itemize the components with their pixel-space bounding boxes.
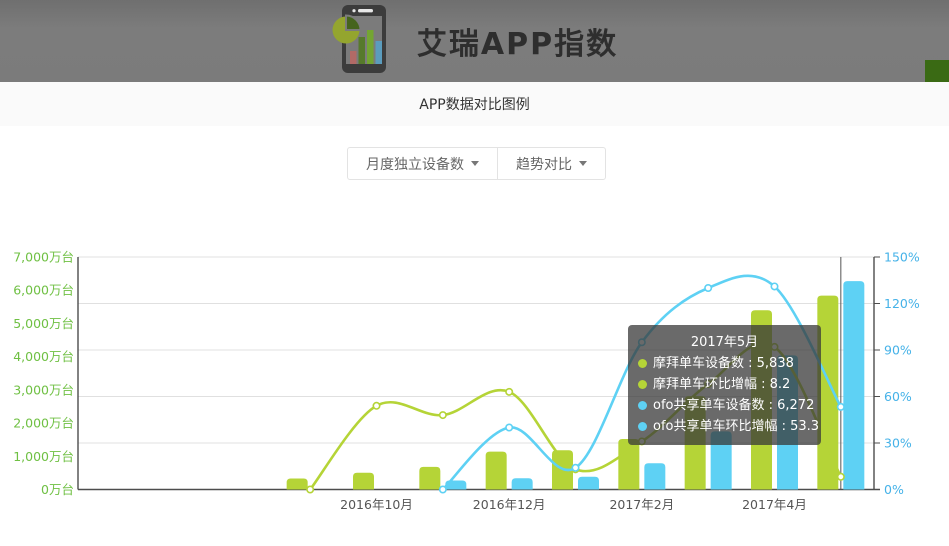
- line-marker: [637, 437, 646, 446]
- y-left-axis-label: 3,000万台: [13, 382, 74, 397]
- chevron-down-icon: [579, 161, 587, 166]
- metric-dropdown[interactable]: 月度独立设备数: [348, 148, 497, 179]
- y-right-axis-label: 90%: [884, 343, 912, 358]
- bar-摩拜单车设备数: [684, 396, 706, 490]
- line-marker: [704, 380, 713, 389]
- line-marker: [836, 402, 845, 411]
- line-marker: [637, 338, 646, 347]
- bar-摩拜单车设备数: [419, 466, 441, 490]
- line-marker: [770, 282, 779, 291]
- bar-摩拜单车设备数: [485, 451, 507, 490]
- y-right-axis-label: 150%: [884, 250, 920, 265]
- y-left-axis-label: 0万台: [41, 482, 74, 497]
- bar-摩拜单车设备数: [751, 310, 772, 490]
- compare-mode-dropdown-label: 趋势对比: [516, 156, 572, 173]
- line-marker: [571, 463, 580, 472]
- bar-ofo共享单车设备数: [644, 463, 666, 490]
- bar-摩拜单车设备数: [817, 295, 839, 490]
- line-marker: [505, 387, 514, 396]
- bar-摩拜单车设备数: [286, 478, 308, 490]
- line-marker: [836, 472, 845, 481]
- line-marker: [505, 423, 514, 432]
- line-marker: [306, 485, 315, 494]
- y-left-axis-label: 2,000万台: [13, 416, 74, 431]
- app-logo-phone-chart-icon: [331, 3, 389, 79]
- y-right-axis-label: 30%: [884, 436, 912, 451]
- line-marker: [770, 342, 779, 351]
- compare-mode-dropdown[interactable]: 趋势对比: [497, 148, 605, 179]
- y-left-axis-label: 6,000万台: [13, 283, 74, 298]
- x-axis-label: 2017年4月: [742, 497, 807, 512]
- line-marker: [438, 411, 447, 420]
- bar-ofo共享单车设备数: [511, 478, 533, 490]
- chevron-down-icon: [471, 161, 479, 166]
- bar-摩拜单车设备数: [618, 439, 640, 490]
- y-left-axis-label: 5,000万台: [13, 316, 74, 331]
- x-axis-label: 2017年2月: [609, 497, 674, 512]
- line-marker: [438, 485, 447, 494]
- y-left-axis-label: 4,000万台: [13, 349, 74, 364]
- bar-ofo共享单车设备数: [710, 431, 732, 490]
- subtitle-bar: APP数据对比图例: [0, 82, 949, 126]
- x-axis-label: 2016年12月: [473, 497, 546, 512]
- bar-ofo共享单车设备数: [843, 281, 865, 490]
- y-right-axis-label: 120%: [884, 296, 920, 311]
- metric-dropdown-label: 月度独立设备数: [366, 156, 464, 173]
- y-left-axis-label: 7,000万台: [13, 250, 74, 265]
- line-marker: [704, 283, 713, 292]
- y-right-axis-label: 60%: [884, 389, 912, 404]
- y-right-axis-label: 0%: [884, 482, 904, 497]
- bar-ofo共享单车设备数: [578, 476, 599, 490]
- line-marker: [372, 401, 381, 410]
- header: 艾瑞APP指数: [0, 0, 949, 82]
- bar-摩拜单车设备数: [353, 472, 374, 490]
- page-title: 艾瑞APP指数: [416, 27, 619, 62]
- toolbar: 月度独立设备数 趋势对比: [347, 147, 606, 180]
- corner-accent: [925, 60, 949, 82]
- chart-subtitle: APP数据对比图例: [419, 97, 530, 113]
- y-left-axis-label: 1,000万台: [13, 449, 74, 464]
- x-axis-label: 2016年10月: [340, 497, 413, 512]
